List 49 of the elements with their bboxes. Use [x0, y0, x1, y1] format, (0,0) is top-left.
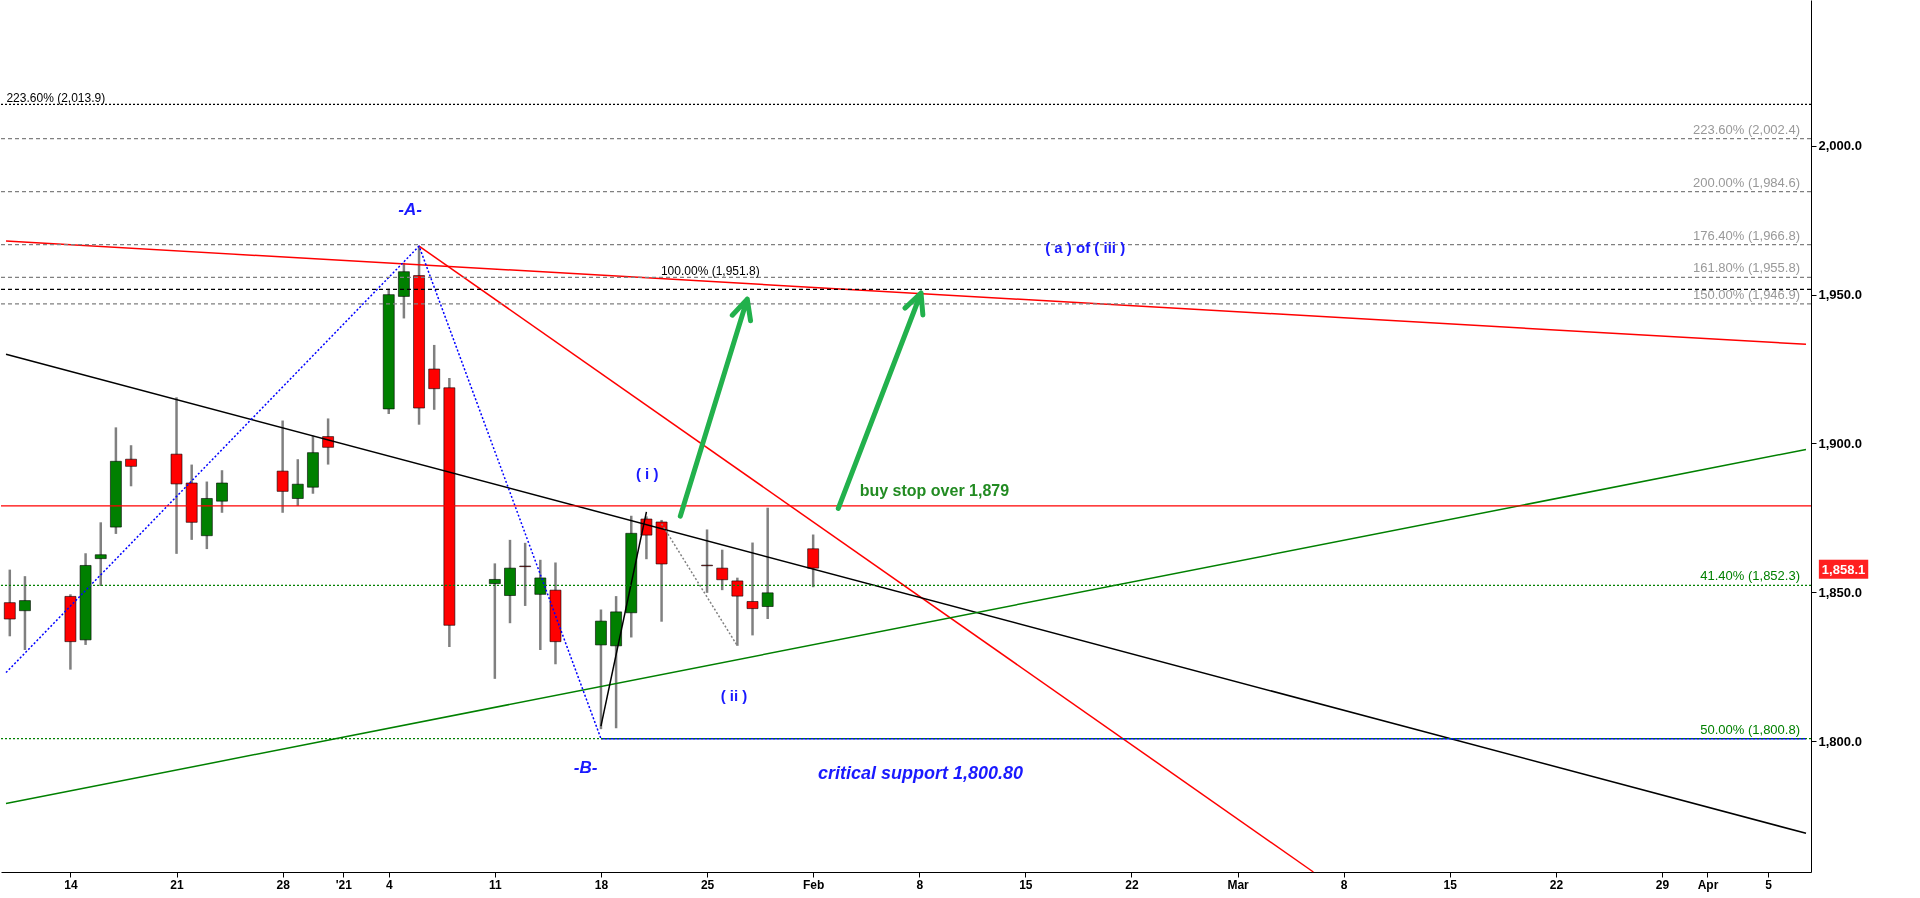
x-tick-label: 15	[1443, 877, 1458, 892]
ref-line-label: 176.40% (1,966.8)	[1693, 227, 1800, 243]
x-tick-label: 14	[64, 877, 78, 892]
annotation: -B-	[573, 757, 598, 777]
x-tick-label: 5	[1765, 877, 1773, 892]
annotation: -A-	[398, 199, 423, 219]
candlestick	[716, 548, 729, 592]
x-tick-label: 22	[1125, 877, 1139, 892]
x-tick-label: 21	[170, 877, 185, 892]
annotation: 223.60% (2,013.9)	[6, 90, 106, 105]
candlestick	[746, 541, 759, 637]
ref-line-label: 200.00% (1,984.6)	[1693, 174, 1800, 190]
y-tick-label: 1,900.0	[1818, 435, 1862, 451]
annotation: buy stop over 1,879	[859, 482, 1010, 500]
x-tick-label: 11	[489, 877, 503, 892]
x-tick-label: Mar	[1227, 877, 1250, 892]
x-tick-label: 8	[916, 877, 924, 892]
ref-line-label: 50.00% (1,800.8)	[1700, 721, 1800, 737]
candlestick	[291, 457, 304, 508]
ref-line-label: 41.40% (1,852.3)	[1700, 568, 1800, 584]
x-tick-label: 15	[1019, 877, 1033, 892]
ref-line-label: 161.80% (1,955.8)	[1693, 260, 1800, 276]
x-tick-label: 29	[1655, 877, 1670, 892]
x-tick-label: '21	[335, 877, 353, 892]
annotation: ( i )	[635, 465, 659, 483]
candlestick	[3, 568, 16, 638]
ref-line-label: 150.00% (1,946.9)	[1693, 286, 1800, 302]
y-tick-label: 1,950.0	[1818, 287, 1862, 303]
ref-line-label: 223.60% (2,002.4)	[1693, 121, 1800, 137]
candlestick	[216, 468, 228, 515]
annotation: critical support 1,800.80	[817, 763, 1024, 784]
candlestick	[125, 443, 137, 488]
x-tick-label: 18	[594, 877, 609, 892]
x-tick-label: Feb	[802, 877, 825, 892]
x-tick-label: 22	[1549, 877, 1564, 892]
candlestick	[428, 343, 441, 412]
x-tick-label: 28	[276, 877, 291, 892]
x-tick-label: 25	[700, 877, 715, 892]
candlestick	[519, 541, 531, 608]
y-tick-label: 1,800.0	[1818, 733, 1862, 749]
y-tick-label: 1,850.0	[1818, 584, 1862, 600]
y-tick-label: 2,000.0	[1818, 138, 1862, 154]
annotation: ( ii )	[720, 686, 748, 704]
annotation: ( a ) of ( iii )	[1045, 239, 1126, 257]
x-tick-label: 8	[1340, 877, 1348, 892]
candlestick	[807, 533, 819, 589]
x-tick-label: Apr	[1697, 877, 1719, 892]
x-tick-label: 4	[385, 877, 393, 892]
annotation: 100.00% (1,951.8)	[660, 264, 760, 279]
